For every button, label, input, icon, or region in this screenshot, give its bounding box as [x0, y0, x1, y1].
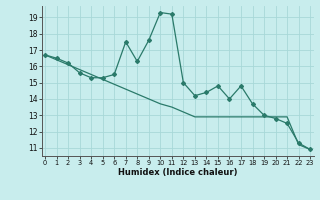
X-axis label: Humidex (Indice chaleur): Humidex (Indice chaleur) [118, 168, 237, 177]
